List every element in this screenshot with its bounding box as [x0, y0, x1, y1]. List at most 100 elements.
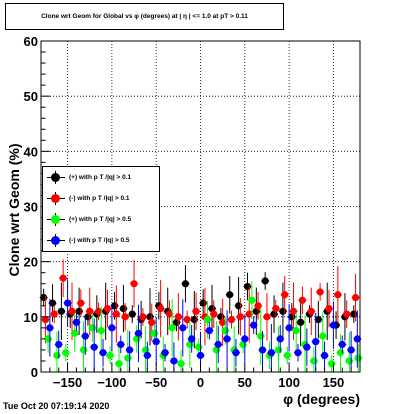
data-point — [325, 304, 333, 313]
x-tick-label: −150 — [53, 375, 82, 390]
data-point — [161, 349, 169, 357]
data-point — [121, 313, 129, 321]
data-point — [312, 338, 320, 346]
data-point — [248, 296, 256, 304]
x-tick-label: 50 — [238, 375, 252, 390]
legend-marker-icon — [43, 230, 69, 251]
data-point — [281, 291, 289, 299]
legend-marker-icon — [43, 188, 69, 209]
data-point — [347, 346, 355, 354]
data-point — [46, 324, 54, 332]
data-point — [320, 351, 329, 360]
data-point — [68, 307, 76, 315]
data-point — [205, 327, 213, 335]
data-point — [168, 324, 176, 332]
data-point — [86, 307, 94, 315]
data-point — [343, 310, 351, 318]
data-point — [336, 349, 345, 357]
data-point — [232, 349, 240, 357]
data-point — [55, 340, 63, 349]
data-point — [210, 310, 218, 318]
data-point — [351, 293, 360, 302]
data-point — [94, 307, 103, 315]
y-tick-label: 0 — [31, 365, 38, 380]
data-point — [117, 340, 125, 349]
x-axis-label: φ (degrees) — [283, 391, 360, 407]
y-tick-label: 40 — [24, 144, 38, 159]
chart-title: Clone wrt Geom for Global vs φ (degrees)… — [5, 3, 284, 30]
timestamp: Tue Oct 20 07:19:14 2020 — [3, 401, 110, 411]
data-point — [254, 302, 262, 310]
data-point — [294, 349, 302, 357]
data-point — [130, 280, 138, 288]
data-point — [241, 335, 249, 343]
data-point — [181, 280, 190, 288]
data-point — [119, 304, 128, 313]
data-point — [276, 335, 284, 343]
data-point — [48, 299, 57, 307]
legend-item: (+) with p T /|q| > 0.1 — [43, 167, 159, 188]
data-point — [152, 338, 160, 346]
data-point — [298, 296, 307, 304]
data-point — [267, 349, 275, 357]
data-point — [99, 349, 107, 357]
data-point — [134, 329, 143, 337]
data-point — [350, 310, 358, 318]
data-point — [128, 310, 136, 318]
data-point — [328, 360, 336, 368]
data-point — [188, 335, 196, 343]
data-point — [88, 324, 96, 332]
x-tick-label: 0 — [197, 375, 204, 390]
data-point — [245, 310, 253, 318]
axis-layer: −150 −100 −50 0 50 100 150 0 10 20 30 40 50 60 — [24, 34, 361, 390]
data-point — [124, 354, 132, 362]
data-point — [53, 351, 61, 360]
data-point — [261, 277, 269, 285]
data-point — [235, 302, 243, 310]
data-point — [50, 310, 58, 318]
data-point — [289, 307, 298, 315]
data-point — [41, 315, 50, 324]
y-tick-label: 30 — [24, 200, 38, 215]
data-point — [71, 329, 79, 337]
data-point — [354, 354, 362, 362]
legend-label: (+) with p T /|q| > 0.5 — [69, 216, 132, 223]
data-point — [292, 327, 300, 335]
data-point — [283, 351, 291, 360]
data-point — [316, 288, 324, 296]
data-point — [72, 318, 81, 326]
data-point — [236, 313, 244, 321]
y-tick-label: 10 — [24, 310, 38, 325]
data-point — [314, 315, 322, 324]
data-point — [310, 357, 318, 365]
series-layer — [39, 259, 363, 372]
x-tick-label: 100 — [278, 375, 300, 390]
data-point — [203, 315, 212, 324]
data-point — [90, 343, 98, 351]
x-tick-label: −100 — [97, 375, 126, 390]
data-point — [112, 310, 120, 318]
legend-label: (-) with p T /|q| > 0.5 — [69, 237, 130, 244]
x-tick-label: −50 — [145, 375, 167, 390]
data-point — [44, 335, 52, 343]
data-point — [143, 351, 151, 360]
data-point — [195, 343, 203, 351]
y-tick-label: 60 — [24, 34, 38, 49]
data-point — [272, 304, 280, 313]
legend-label: (-) with p T /|q| > 0.1 — [69, 195, 130, 202]
data-point — [126, 346, 134, 354]
data-point — [77, 299, 85, 307]
data-point — [257, 332, 265, 340]
data-point — [338, 340, 346, 349]
data-point — [148, 318, 156, 326]
data-point — [59, 274, 67, 282]
data-point — [199, 299, 207, 307]
data-point — [165, 310, 174, 318]
legend-label: (+) with p T /|q| > 0.1 — [69, 174, 132, 181]
data-point — [97, 327, 105, 335]
data-point — [219, 318, 227, 326]
data-point — [303, 343, 311, 351]
data-point — [223, 335, 231, 343]
data-point — [62, 349, 70, 357]
